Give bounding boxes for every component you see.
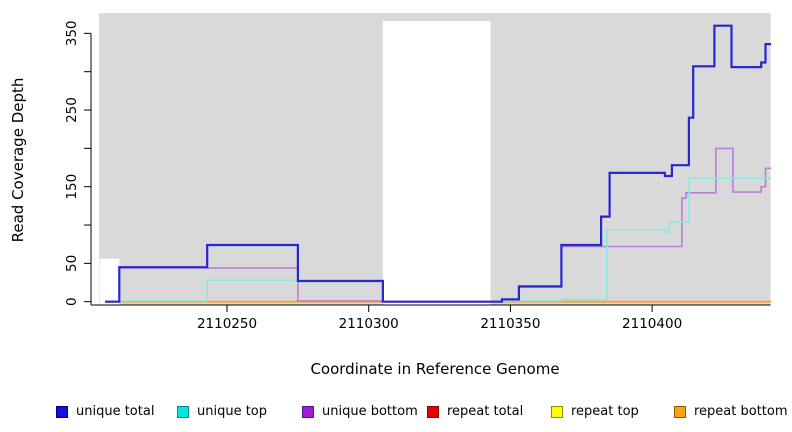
series-line-unique-bottom [105, 147, 772, 303]
plot-legend: unique total unique top unique bottom repea… [0, 402, 792, 426]
x-tick-label: 2110400 [622, 316, 682, 332]
y-tick-label: 0 [64, 297, 80, 306]
series-line-unique-total [105, 24, 772, 303]
legend-label: unique total [76, 404, 155, 419]
legend-label: repeat total [447, 404, 524, 419]
legend-swatch-icon [302, 406, 314, 418]
legend-item-repeat-top: repeat top [551, 402, 639, 422]
legend-item-repeat-bottom: repeat bottom [674, 402, 788, 422]
x-tick-label: 2110350 [480, 316, 540, 332]
series-line-unique-top [105, 177, 772, 303]
legend-swatch-icon [674, 406, 686, 418]
y-tick-label: 250 [64, 97, 80, 123]
y-tick-label: 50 [64, 255, 80, 272]
x-tick-label: 2110300 [339, 316, 399, 332]
legend-label: repeat bottom [694, 404, 788, 419]
legend-swatch-icon [551, 406, 563, 418]
legend-swatch-icon [56, 406, 68, 418]
no-coverage-gap-rect [99, 258, 120, 305]
x-axis-title: Coordinate in Reference Genome [310, 360, 560, 378]
legend-item-unique-top: unique top [177, 402, 267, 422]
no-coverage-gap-rect [382, 21, 491, 305]
legend-item-unique-bottom: unique bottom [302, 402, 418, 422]
y-tick-label: 350 [64, 20, 80, 46]
legend-label: unique bottom [322, 404, 418, 419]
legend-swatch-icon [177, 406, 189, 418]
legend-swatch-icon [427, 406, 439, 418]
legend-label: unique top [197, 404, 268, 419]
y-tick-label: 150 [64, 174, 80, 200]
x-tick-label: 2110250 [197, 316, 257, 332]
legend-item-repeat-total: repeat total [427, 402, 523, 422]
legend-label: repeat top [571, 404, 639, 419]
legend-item-unique-total: unique total [56, 402, 154, 422]
y-axis-title: Read Coverage Depth [9, 77, 27, 243]
